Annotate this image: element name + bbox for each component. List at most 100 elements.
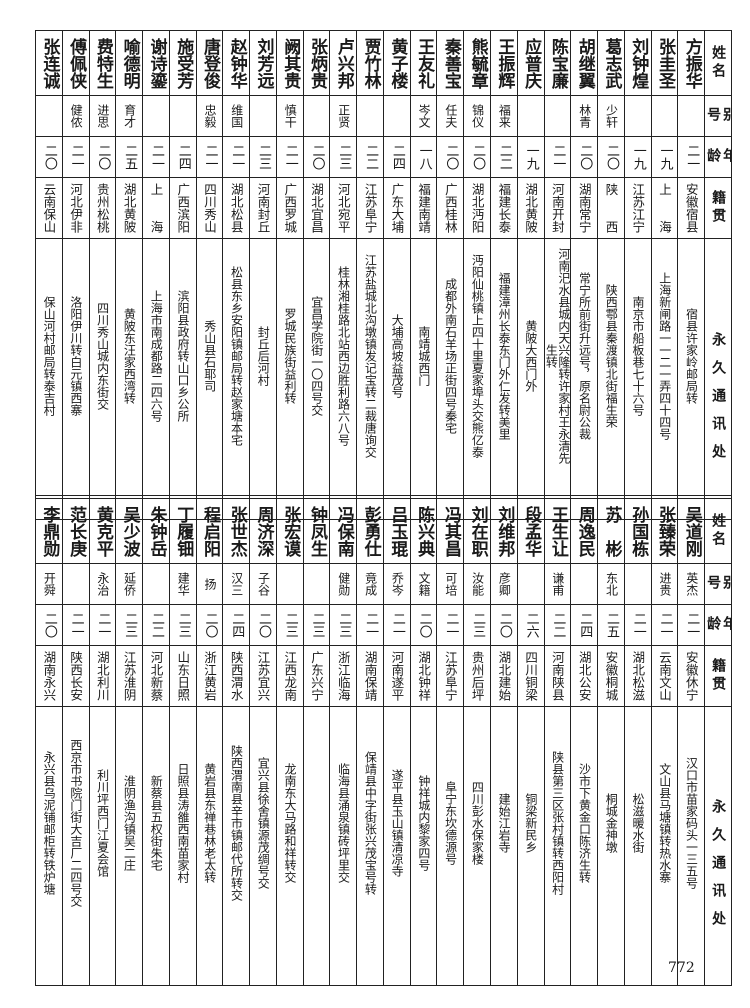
- cell-native: 湖北宜昌: [309, 183, 325, 233]
- cell-native: 湖北利川: [94, 651, 110, 701]
- cell-age: 二〇: [443, 144, 459, 170]
- person-cell: 二三: [302, 604, 331, 646]
- cell-address: 沔阳仙桃镇上四十里夏家埠头交熊亿泰: [470, 254, 485, 458]
- cell-address: 常宁所前街升远号，原名尉公裁: [577, 272, 592, 440]
- cell-age: 二〇: [416, 612, 432, 638]
- header-cell: 永久通讯处: [704, 238, 732, 520]
- cell-native: 江苏江宁: [630, 183, 646, 233]
- person-cell: 忠毅: [195, 95, 224, 137]
- person-cell: [516, 95, 545, 137]
- cell-age: 二四: [577, 612, 593, 638]
- person-cell: 安徽宿县: [677, 177, 706, 239]
- cell-alias: 彦卿: [497, 572, 512, 596]
- person-cell: 河北宛平: [329, 177, 358, 239]
- header-name: 姓名: [710, 45, 727, 81]
- cell-age: 二一: [95, 612, 111, 638]
- cell-name: 朱钟岳: [146, 505, 167, 557]
- person-cell: 江苏淮阴: [115, 645, 144, 707]
- cell-age: 一九: [630, 144, 646, 170]
- person-cell: 湖北钟祥: [409, 645, 438, 707]
- cell-native: 湖北钟祥: [416, 651, 432, 701]
- person-cell: 李鼎勋: [35, 498, 63, 564]
- cell-address: 建始江岩寺: [497, 793, 512, 853]
- cell-alias: 东北: [604, 572, 619, 596]
- cell-native: 江苏阜宁: [362, 183, 378, 233]
- person-cell: 河南陕县: [543, 645, 572, 707]
- person-cell: 二〇: [463, 136, 492, 178]
- cell-native: 广东兴宁: [309, 651, 325, 701]
- cell-alias: 锦仪: [470, 104, 485, 128]
- person-cell: 卢兴邦: [329, 30, 358, 96]
- person-cell: 湖北利川: [88, 645, 117, 707]
- person-cell: 傅佩侠: [61, 30, 90, 96]
- cell-age: 二四: [175, 144, 191, 170]
- person-cell: 二一: [677, 604, 706, 646]
- cell-age: 二五: [603, 612, 619, 638]
- cell-age: 二〇: [496, 612, 512, 638]
- cell-age: 二二: [496, 144, 512, 170]
- cell-address: 钟祥城内黎家四号: [416, 775, 431, 871]
- person-cell: 山东日照: [168, 645, 197, 707]
- person-cell: 二〇: [597, 136, 625, 178]
- person-cell: 湖北公安: [570, 645, 599, 707]
- person-cell: 广西罗城: [275, 177, 304, 239]
- cell-age: 二一: [363, 612, 379, 638]
- person-cell: 吕玉琨: [382, 498, 411, 564]
- cell-name: 吕玉琨: [387, 505, 408, 557]
- cell-address: 文山县马塘镇转热水寨: [657, 763, 672, 883]
- person-cell: 二〇: [409, 604, 438, 646]
- cell-address: 上海新闸路一一二一弄四十四号: [657, 272, 672, 440]
- person-cell: 汝能: [463, 563, 492, 605]
- header-cell: 年龄: [704, 604, 732, 646]
- person-cell: [302, 95, 331, 137]
- cell-native: 湖北松滋: [630, 651, 646, 701]
- cell-alias: 汉三: [229, 572, 244, 596]
- cell-name: 刘钟煌: [628, 37, 649, 89]
- cell-address: 宿县许家岭邮局转: [684, 308, 699, 404]
- person-cell: 南京市船板巷七十六号: [623, 238, 652, 520]
- cell-name: 张圭圣: [654, 37, 675, 89]
- cell-name: 刘维邦: [494, 505, 515, 557]
- person-cell: [142, 95, 170, 137]
- cell-native: 陕西渭水: [228, 651, 244, 701]
- person-cell: 二一: [543, 136, 572, 178]
- cell-native: 福建南靖: [416, 183, 432, 233]
- cell-name: 胡继翼: [574, 37, 595, 89]
- person-cell: 阜宁东坎德源号: [436, 706, 465, 986]
- cell-native: 湖北松县: [228, 183, 244, 233]
- person-cell: 建华: [168, 563, 197, 605]
- cell-name: 王振辉: [494, 37, 515, 89]
- person-cell: 二〇: [35, 604, 63, 646]
- cell-name: 赵钟华: [226, 37, 247, 89]
- person-cell: 上 海: [142, 177, 170, 239]
- person-cell: 沔阳仙桃镇上四十里夏家埠头交熊亿泰: [463, 238, 492, 520]
- cell-native: 陕 西: [603, 183, 619, 233]
- person-cell: 陕西渭南县辛市镇邮代所转交: [222, 706, 251, 986]
- person-cell: 二一: [382, 604, 411, 646]
- cell-alias: 文籍: [417, 572, 432, 596]
- person-cell: 二六: [516, 604, 545, 646]
- person-cell: 任夫: [436, 95, 465, 137]
- person-cell: 湖北黄陂: [516, 177, 545, 239]
- person-cell: 二一: [650, 604, 679, 646]
- cell-native: 河北伊非: [68, 183, 84, 233]
- row-address: 保山河村邮局转泰吉村 洛阳伊川转白元镇西寨 四川秀山城内东街交 黄陂东汪家西湾转 上海市…: [35, 238, 732, 520]
- cell-alias: 正贤: [336, 104, 351, 128]
- header-native: 籍贯: [710, 658, 727, 694]
- cell-alias: 永治: [95, 572, 110, 596]
- cell-age: 二三: [282, 612, 298, 638]
- cell-address: 陕西渭南县辛市镇邮代所转交: [229, 745, 244, 901]
- cell-age: 一九: [523, 144, 539, 170]
- cell-native: 广西滨阳: [175, 183, 191, 233]
- person-cell: 开舜: [35, 563, 63, 605]
- cell-address: 黄岩县东禅巷林老太转: [202, 763, 217, 883]
- person-cell: 黄克平: [88, 498, 117, 564]
- header-cell: 别号: [704, 95, 732, 137]
- cell-name: 钟凤生: [307, 505, 328, 557]
- table-divider: [35, 470, 732, 496]
- person-cell: 宜兴县徐舍镇源茂绸号交: [249, 706, 277, 986]
- cell-name: 范长庚: [66, 505, 87, 557]
- person-cell: 贵州后坪: [463, 645, 492, 707]
- cell-alias: 慎干: [283, 104, 298, 128]
- person-cell: 方振华: [677, 30, 706, 96]
